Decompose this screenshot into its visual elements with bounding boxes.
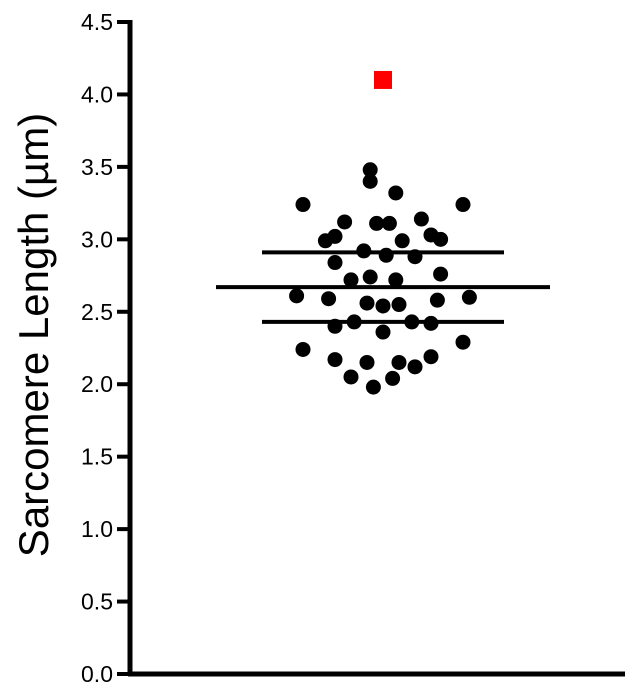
data-point (365, 379, 381, 395)
data-point (321, 291, 337, 307)
data-point (388, 185, 404, 201)
data-point (391, 354, 407, 370)
data-point (295, 341, 311, 357)
y-tick-label: 3.5 (81, 154, 113, 180)
data-point (362, 162, 378, 178)
data-point (391, 297, 407, 313)
y-tick-label: 0.5 (81, 589, 113, 615)
data-point (433, 266, 449, 282)
data-point (407, 249, 423, 265)
y-axis-title: Sarcomere Length (µm) (10, 113, 57, 557)
data-point (433, 231, 449, 247)
data-point (346, 314, 362, 330)
data-point (356, 243, 372, 259)
data-point (461, 289, 477, 305)
data-points (289, 70, 477, 395)
data-point (404, 314, 420, 330)
data-point (407, 359, 423, 375)
data-point (289, 288, 305, 304)
y-axis: 0.0 0.5 1.0 1.5 2.0 2.5 3.0 3.5 4.0 4.5 (81, 9, 133, 687)
y-tick-label: 4.5 (81, 9, 113, 35)
data-point (369, 215, 385, 231)
data-point (394, 233, 410, 249)
data-point (343, 369, 359, 385)
y-tick-label: 1.0 (81, 516, 113, 542)
data-point (455, 334, 471, 350)
data-point (343, 272, 359, 288)
data-point (375, 324, 391, 340)
y-tick-label: 3.0 (81, 226, 113, 252)
data-point (362, 173, 378, 189)
y-tick-label: 2.0 (81, 371, 113, 397)
data-point (359, 354, 375, 370)
y-tick-label: 4.0 (81, 81, 113, 107)
data-point (362, 269, 378, 285)
y-tick-label: 2.5 (81, 299, 113, 325)
data-point (429, 292, 445, 308)
data-point (327, 352, 343, 368)
data-point (337, 214, 353, 230)
data-point (381, 215, 397, 231)
data-point (359, 295, 375, 311)
data-point (327, 318, 343, 334)
data-point (375, 298, 391, 314)
y-tick-label: 1.5 (81, 444, 113, 470)
y-tick-label: 0.0 (81, 661, 113, 687)
data-point (413, 211, 429, 227)
data-point (388, 272, 404, 288)
data-point (378, 247, 394, 263)
data-point (455, 197, 471, 213)
data-point (327, 255, 343, 271)
outlier-point (374, 70, 392, 89)
data-point (423, 349, 439, 365)
data-point (385, 370, 401, 386)
data-point (423, 315, 439, 331)
data-point (295, 197, 311, 213)
data-point (317, 233, 333, 249)
